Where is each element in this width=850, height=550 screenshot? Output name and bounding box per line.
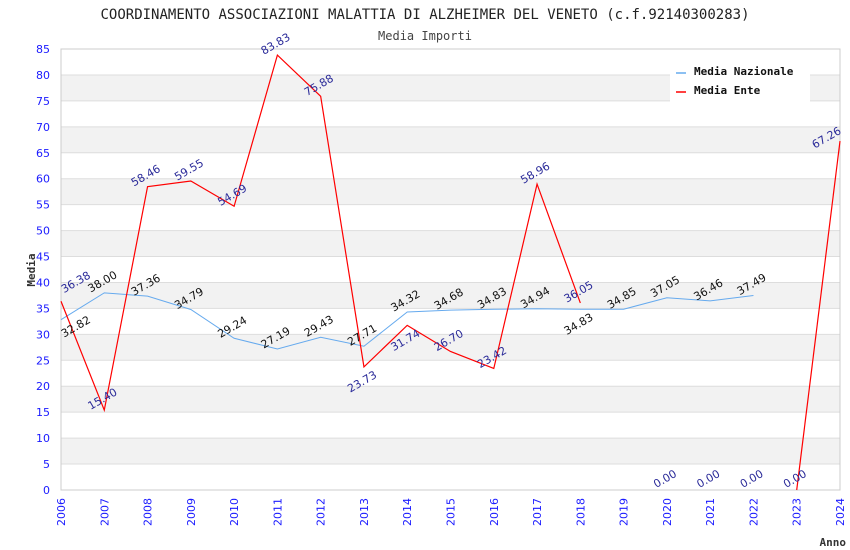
x-axis-label: Anno	[820, 536, 847, 549]
data-label: 0.00	[738, 467, 766, 491]
x-tick-label: 2016	[488, 498, 501, 526]
y-tick-label: 20	[36, 380, 50, 393]
series-line-media-ente	[796, 140, 841, 491]
legend: Media Nazionale Media Ente	[670, 60, 810, 102]
grid-band	[61, 438, 840, 465]
y-tick-label: 15	[36, 406, 50, 419]
y-tick-label: 10	[36, 432, 50, 445]
legend-label-media-ente: Media Ente	[694, 84, 761, 97]
x-tick-label: 2006	[55, 498, 68, 526]
x-tick-label: 2018	[574, 498, 587, 526]
y-tick-label: 55	[36, 199, 50, 212]
y-axis-label: Media	[25, 253, 38, 286]
grid-bands	[61, 48, 840, 491]
grid-band	[61, 386, 840, 413]
x-tick-label: 2017	[531, 498, 544, 526]
x-tick-label: 2021	[704, 498, 717, 526]
y-tick-label: 40	[36, 276, 50, 289]
y-tick-label: 70	[36, 121, 50, 134]
y-tick-label: 30	[36, 328, 50, 341]
chart-subtitle: Media Importi	[378, 29, 472, 43]
grid-band	[61, 230, 840, 257]
plot-border	[60, 48, 841, 491]
y-tick-label: 5	[43, 458, 50, 471]
data-label: 0.00	[781, 467, 809, 491]
x-tick-label: 2008	[142, 498, 155, 526]
data-label: 0.00	[695, 467, 723, 491]
data-label: 34.83	[562, 311, 596, 338]
y-tick-label: 80	[36, 69, 50, 82]
x-tick-label: 2012	[315, 498, 328, 526]
y-axis: 0 5 10 15 20 25 30 35 40 45 50 55 60 65 70 75 80 85	[36, 43, 50, 497]
x-tick-label: 2015	[445, 498, 458, 526]
grid-band	[61, 334, 840, 361]
grid-band	[61, 178, 840, 205]
grid-band	[61, 282, 840, 309]
y-tick-label: 60	[36, 173, 50, 186]
y-tick-label: 75	[36, 95, 50, 108]
series-lines	[60, 53, 841, 491]
y-tick-label: 45	[36, 251, 50, 264]
x-tick-label: 2022	[747, 498, 760, 526]
x-tick-label: 2020	[661, 498, 674, 526]
legend-label-media-nazionale: Media Nazionale	[694, 65, 794, 78]
x-tick-label: 2014	[401, 498, 414, 526]
x-tick-label: 2011	[271, 498, 284, 526]
grid-band	[61, 126, 840, 153]
x-axis: 2006 2007 2008 2009 2010 2011 2012 2013 2014 2015…	[55, 498, 847, 526]
y-tick-label: 0	[43, 484, 50, 497]
data-label: 83.83	[259, 31, 293, 58]
chart-title: COORDINAMENTO ASSOCIAZIONI MALATTIA DI A…	[100, 7, 749, 23]
x-tick-label: 2010	[228, 498, 241, 526]
y-tick-label: 35	[36, 302, 50, 315]
x-tick-label: 2024	[834, 498, 847, 526]
x-tick-label: 2019	[618, 498, 631, 526]
y-tick-label: 50	[36, 225, 50, 238]
y-tick-label: 25	[36, 354, 50, 367]
y-tick-label: 85	[36, 43, 50, 56]
x-tick-label: 2013	[358, 498, 371, 526]
data-label: 0.00	[651, 467, 679, 491]
y-tick-label: 65	[36, 147, 50, 160]
x-tick-label: 2023	[791, 498, 804, 526]
x-tick-label: 2007	[98, 498, 111, 526]
x-tick-label: 2009	[185, 498, 198, 526]
